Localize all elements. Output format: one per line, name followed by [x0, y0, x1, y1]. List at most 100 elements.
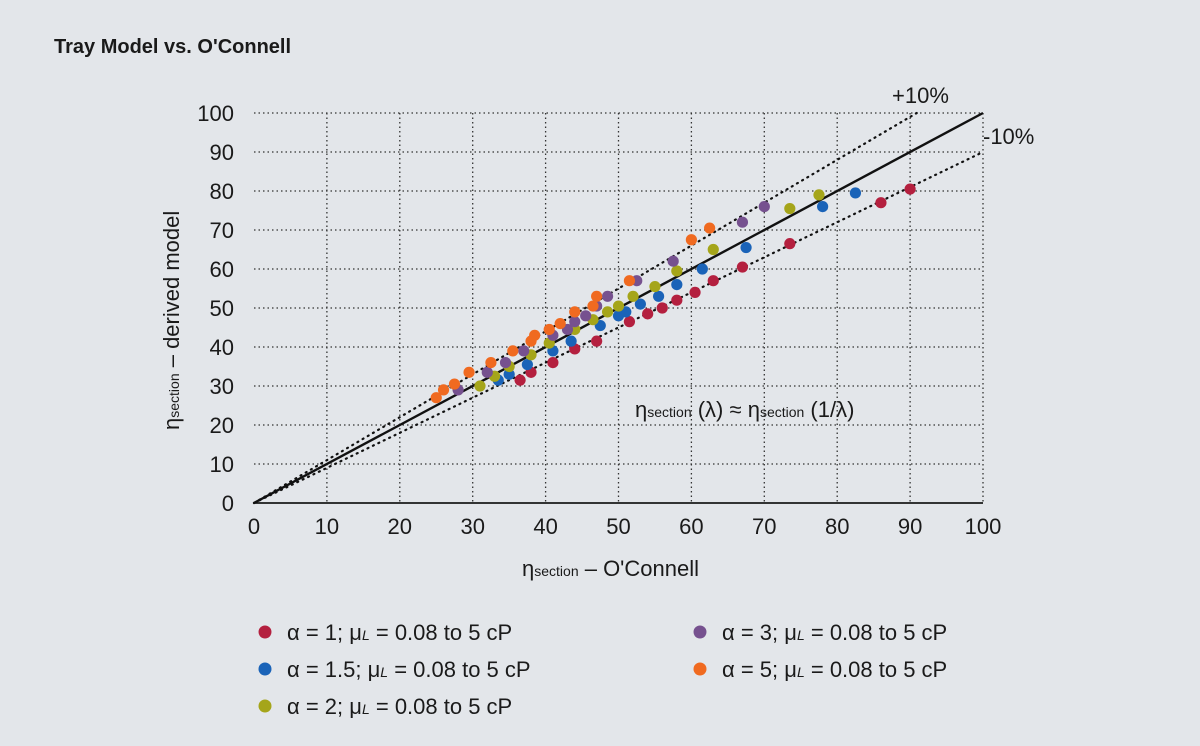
x-axis-label: ηsection – O'Connell [522, 556, 699, 581]
data-point-s0-4 [591, 335, 603, 347]
data-point-s1-9 [652, 290, 665, 302]
data-point-s2-13 [784, 202, 796, 215]
equation-sub-left: section [647, 404, 691, 420]
data-point-s1-14 [849, 187, 862, 199]
legend-mu-sub-2: L [362, 701, 370, 717]
data-point-s3-2 [499, 357, 512, 369]
equation-eta-right: η [748, 397, 760, 422]
data-point-s0-12 [784, 238, 796, 250]
data-point-s2-11 [671, 265, 683, 277]
x-tick-label-80: 80 [825, 514, 849, 539]
x-tick-label-50: 50 [606, 514, 630, 539]
y-tick-label-90: 90 [210, 140, 234, 165]
legend-mu-3: μ [784, 620, 797, 645]
data-point-s3-11 [667, 255, 679, 267]
y-tick-label-60: 60 [210, 257, 234, 282]
data-point-s0-6 [642, 308, 654, 320]
annotations: +10% -10% ηsection (λ) ≈ ηsection (1/λ) [635, 83, 1034, 422]
data-point-s0-10 [707, 275, 719, 287]
data-point-s4-12 [591, 290, 603, 302]
y-axis-label: ηsection – derived model [159, 211, 184, 430]
legend-range-3: = 0.08 to 5 cP [805, 620, 947, 645]
equation-left-arg: (λ) ≈ [692, 397, 748, 422]
y-tick-label-40: 40 [210, 335, 234, 360]
equation-eta-left: η [635, 397, 647, 422]
legend-marker-4 [693, 662, 707, 676]
legend-alpha-4: α [722, 657, 735, 682]
legend-label-2: α = 2; μL = 0.08 to 5 cP [287, 694, 512, 719]
y-tick-label-100: 100 [197, 101, 234, 126]
y-tick-label-50: 50 [210, 296, 234, 321]
x-axis-label-eta: η [522, 556, 534, 581]
data-point-s4-0 [430, 392, 442, 404]
x-axis-label-sub: section [534, 563, 578, 579]
y-tick-label-30: 30 [210, 374, 234, 399]
x-tick-label-30: 30 [460, 514, 484, 539]
data-point-s1-13 [817, 201, 829, 213]
legend-mu-sub-0: L [362, 627, 370, 643]
legend-mu-sub-3: L [797, 627, 805, 643]
legend-label-4: α = 5; μL = 0.08 to 5 cP [722, 657, 947, 682]
data-point-s0-9 [689, 286, 701, 298]
legend-marker-1 [258, 662, 272, 676]
data-point-s0-2 [547, 357, 559, 369]
x-tick-label-90: 90 [898, 514, 922, 539]
legend-range-2: = 0.08 to 5 cP [370, 694, 512, 719]
plus-10-percent-label: +10% [892, 83, 949, 108]
data-point-s0-7 [656, 302, 668, 314]
data-point-s4-4 [485, 357, 497, 369]
data-point-s2-12 [707, 243, 719, 256]
legend-marker-2 [258, 699, 272, 713]
data-point-s1-10 [671, 279, 683, 291]
data-point-s1-8 [634, 298, 646, 310]
data-point-s1-1 [503, 368, 515, 380]
legend-label-3: α = 3; μL = 0.08 to 5 cP [722, 620, 947, 645]
legend-mu-1: μ [368, 657, 381, 682]
data-point-s2-8 [612, 300, 625, 312]
y-axis-label-rest: – derived model [159, 211, 184, 374]
data-point-s3-6 [569, 316, 581, 328]
x-tick-label-60: 60 [679, 514, 703, 539]
data-point-s3-9 [601, 290, 614, 302]
data-point-s4-10 [569, 306, 581, 318]
data-point-s2-10 [649, 280, 661, 293]
data-point-s0-5 [623, 316, 636, 328]
tick-labels: 0 10 20 30 40 50 60 70 80 90 100 0 10 20 30 40 50 60 70 80 9… [197, 101, 1001, 539]
y-tick-label-10: 10 [210, 452, 234, 477]
data-point-s1-11 [696, 263, 708, 275]
x-tick-label-20: 20 [388, 514, 412, 539]
data-point-s4-7 [529, 329, 541, 341]
legend-mu-sub-4: L [797, 664, 805, 680]
legend-alpha-value-1: = 1.5; [300, 657, 368, 682]
data-point-s0-11 [736, 261, 749, 273]
data-point-s0-13 [875, 197, 887, 209]
data-point-s4-2 [448, 378, 461, 390]
legend-mu-0: μ [349, 620, 362, 645]
legend-alpha-3: α [722, 620, 735, 645]
minus-10-percent-label: -10% [983, 124, 1034, 149]
legend-mu-sub-1: L [380, 664, 388, 680]
data-point-s1-12 [740, 241, 752, 254]
equation-right-arg: (1/λ) [804, 397, 854, 422]
x-tick-label-40: 40 [533, 514, 557, 539]
x-tick-label-100: 100 [965, 514, 1002, 539]
data-point-s4-11 [587, 300, 599, 312]
y-tick-label-20: 20 [210, 413, 234, 438]
y-tick-label-0: 0 [222, 491, 234, 516]
chart-title: Tray Model vs. O'Connell [54, 36, 291, 58]
y-tick-label-70: 70 [210, 218, 234, 243]
x-tick-label-70: 70 [752, 514, 776, 539]
legend-alpha-value-3: = 3; [735, 620, 785, 645]
data-point-s0-0 [514, 374, 526, 386]
data-point-s0-14 [904, 183, 916, 195]
x-tick-label-10: 10 [315, 514, 339, 539]
data-point-s4-5 [507, 345, 519, 357]
legend-range-0: = 0.08 to 5 cP [370, 620, 512, 645]
data-point-s2-14 [813, 189, 825, 201]
legend-alpha-1: α [287, 657, 300, 682]
equation-label: ηsection (λ) ≈ ηsection (1/λ) [635, 397, 854, 422]
reference-line-10 [252, 150, 985, 505]
data-point-s4-8 [543, 323, 555, 336]
reference-line-10 [252, 111, 918, 505]
